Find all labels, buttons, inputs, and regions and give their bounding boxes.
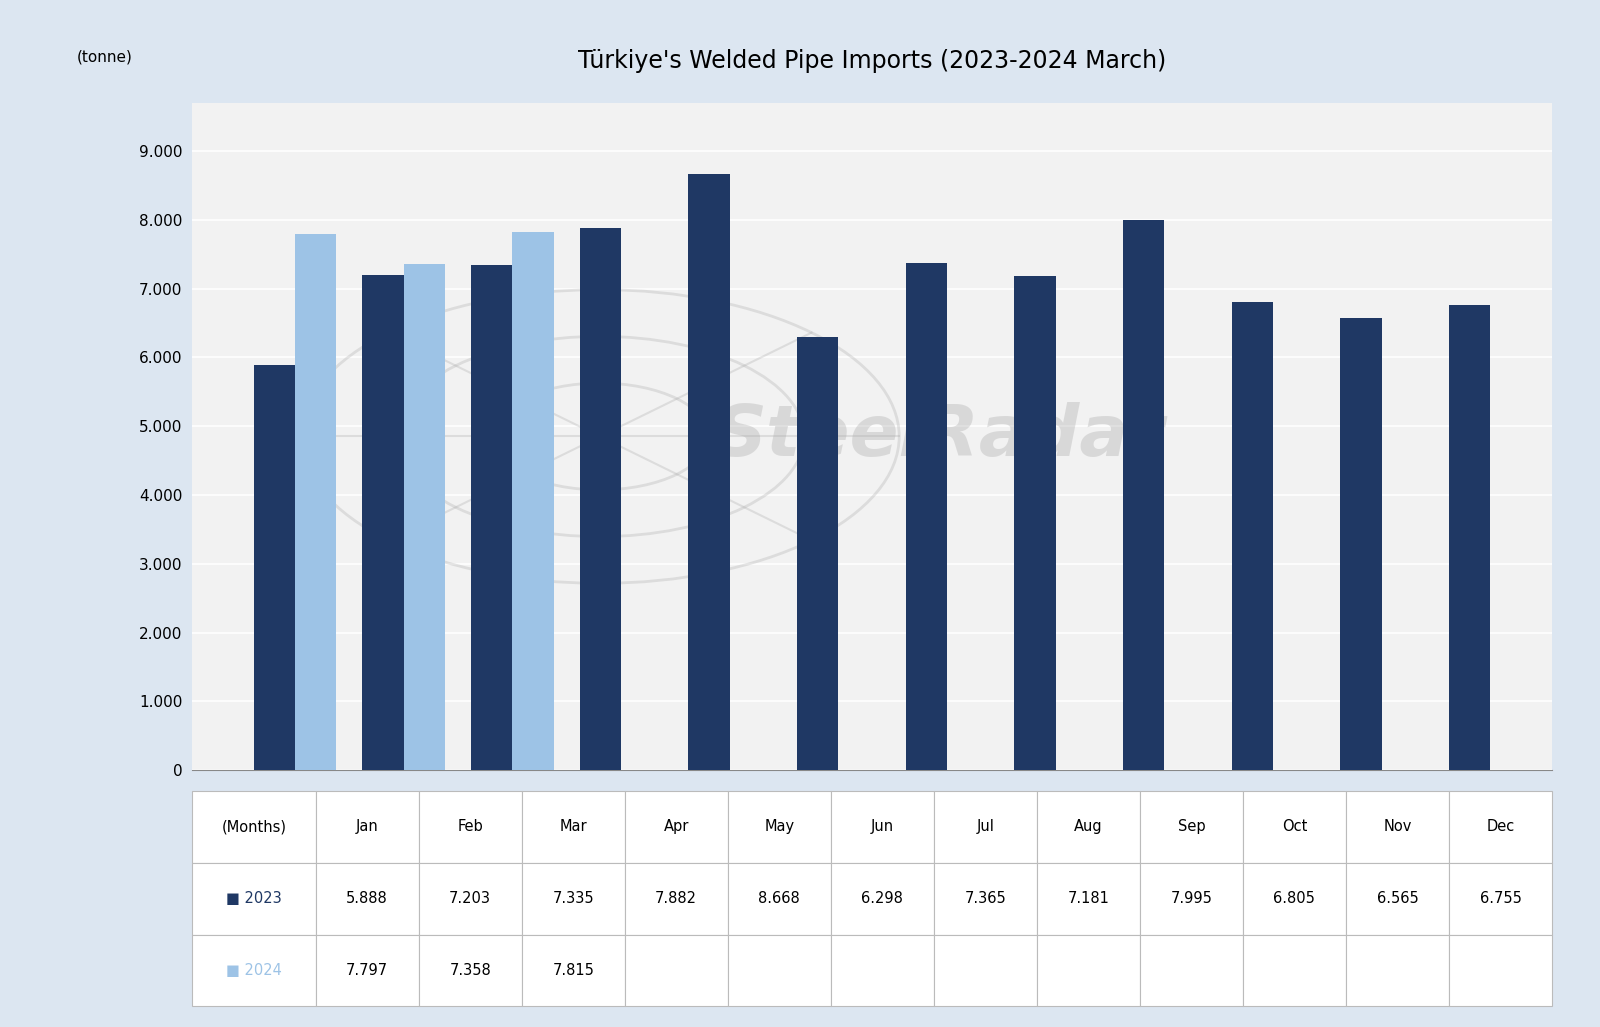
- Bar: [522, 935, 624, 1006]
- Bar: [797, 337, 838, 770]
- Text: Sep: Sep: [1178, 820, 1205, 834]
- Bar: [906, 263, 947, 770]
- Text: Jul: Jul: [976, 820, 994, 834]
- Bar: [1037, 935, 1139, 1006]
- Bar: [315, 935, 419, 1006]
- Text: SteelRadar: SteelRadar: [715, 402, 1165, 471]
- Text: Feb: Feb: [458, 820, 483, 834]
- Bar: [403, 264, 445, 770]
- Text: ■ 2024: ■ 2024: [226, 963, 282, 978]
- Bar: [470, 265, 512, 770]
- Bar: [728, 791, 830, 863]
- Bar: [624, 791, 728, 863]
- Text: ■ 2023: ■ 2023: [226, 891, 282, 906]
- Bar: [728, 863, 830, 935]
- Bar: [624, 863, 728, 935]
- Bar: [1139, 863, 1243, 935]
- Text: (Months): (Months): [221, 820, 286, 834]
- Bar: [1243, 863, 1346, 935]
- Bar: [522, 791, 624, 863]
- Text: 7.335: 7.335: [552, 891, 594, 906]
- Bar: [192, 935, 315, 1006]
- Text: 6.755: 6.755: [1480, 891, 1522, 906]
- Bar: [934, 863, 1037, 935]
- Bar: [254, 365, 294, 770]
- Text: 7.815: 7.815: [552, 963, 594, 978]
- Text: Dec: Dec: [1486, 820, 1515, 834]
- Bar: [1341, 318, 1381, 770]
- Bar: [579, 228, 621, 770]
- Text: 5.888: 5.888: [346, 891, 389, 906]
- Bar: [934, 935, 1037, 1006]
- Bar: [1139, 791, 1243, 863]
- Text: 7.797: 7.797: [346, 963, 389, 978]
- Bar: [1450, 935, 1552, 1006]
- Bar: [1450, 305, 1490, 770]
- Text: 7.181: 7.181: [1067, 891, 1109, 906]
- Bar: [1450, 791, 1552, 863]
- Bar: [1123, 220, 1165, 770]
- Bar: [934, 791, 1037, 863]
- Text: Jun: Jun: [870, 820, 894, 834]
- Text: Apr: Apr: [664, 820, 690, 834]
- Bar: [419, 863, 522, 935]
- Bar: [688, 174, 730, 770]
- Bar: [192, 863, 315, 935]
- Bar: [522, 863, 624, 935]
- Bar: [624, 935, 728, 1006]
- Text: (tonne): (tonne): [77, 49, 133, 65]
- Bar: [1450, 863, 1552, 935]
- Bar: [294, 234, 336, 770]
- Text: 7.882: 7.882: [656, 891, 698, 906]
- Text: 7.995: 7.995: [1171, 891, 1213, 906]
- Bar: [830, 935, 934, 1006]
- Bar: [1037, 791, 1139, 863]
- Text: 7.365: 7.365: [965, 891, 1006, 906]
- Bar: [830, 863, 934, 935]
- Bar: [1346, 935, 1450, 1006]
- Bar: [315, 863, 419, 935]
- Text: Jan: Jan: [355, 820, 379, 834]
- Text: Oct: Oct: [1282, 820, 1307, 834]
- Bar: [419, 791, 522, 863]
- Bar: [1346, 791, 1450, 863]
- Bar: [1346, 863, 1450, 935]
- Bar: [1243, 935, 1346, 1006]
- Bar: [1037, 863, 1139, 935]
- Text: 6.298: 6.298: [861, 891, 904, 906]
- Bar: [512, 232, 554, 770]
- Bar: [419, 935, 522, 1006]
- Text: Aug: Aug: [1074, 820, 1102, 834]
- Bar: [1243, 791, 1346, 863]
- Bar: [830, 791, 934, 863]
- Text: 7.203: 7.203: [450, 891, 491, 906]
- Bar: [363, 274, 403, 770]
- Bar: [728, 935, 830, 1006]
- Title: Türkiye's Welded Pipe Imports (2023-2024 March): Türkiye's Welded Pipe Imports (2023-2024…: [578, 49, 1166, 73]
- Text: 8.668: 8.668: [758, 891, 800, 906]
- Text: Nov: Nov: [1384, 820, 1411, 834]
- Bar: [1139, 935, 1243, 1006]
- Text: 7.358: 7.358: [450, 963, 491, 978]
- Bar: [1014, 276, 1056, 770]
- Bar: [315, 791, 419, 863]
- Text: Mar: Mar: [560, 820, 587, 834]
- Text: 6.805: 6.805: [1274, 891, 1315, 906]
- Bar: [192, 791, 315, 863]
- Bar: [1232, 302, 1274, 770]
- Text: 6.565: 6.565: [1376, 891, 1418, 906]
- Text: May: May: [765, 820, 794, 834]
